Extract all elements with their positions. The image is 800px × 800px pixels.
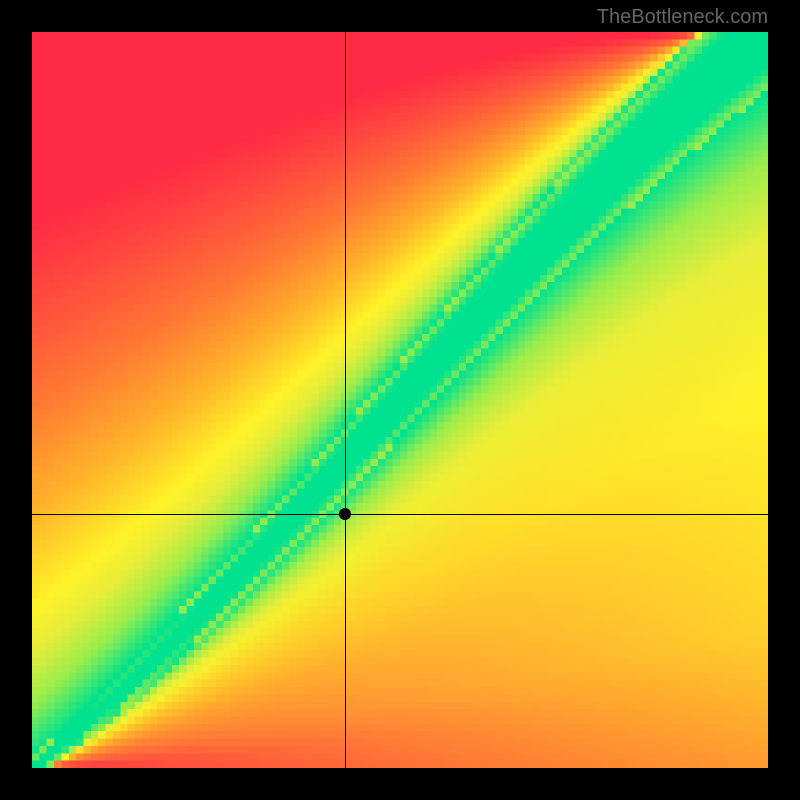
watermark-text: TheBottleneck.com [597, 6, 768, 29]
crosshair-horizontal [32, 514, 768, 515]
heatmap-plot [32, 32, 768, 768]
heatmap-canvas [32, 32, 768, 768]
crosshair-vertical [345, 32, 346, 768]
marker-dot [339, 508, 351, 520]
